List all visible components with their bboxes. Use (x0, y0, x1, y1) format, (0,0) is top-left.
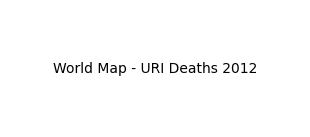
Text: World Map - URI Deaths 2012: World Map - URI Deaths 2012 (53, 62, 257, 75)
